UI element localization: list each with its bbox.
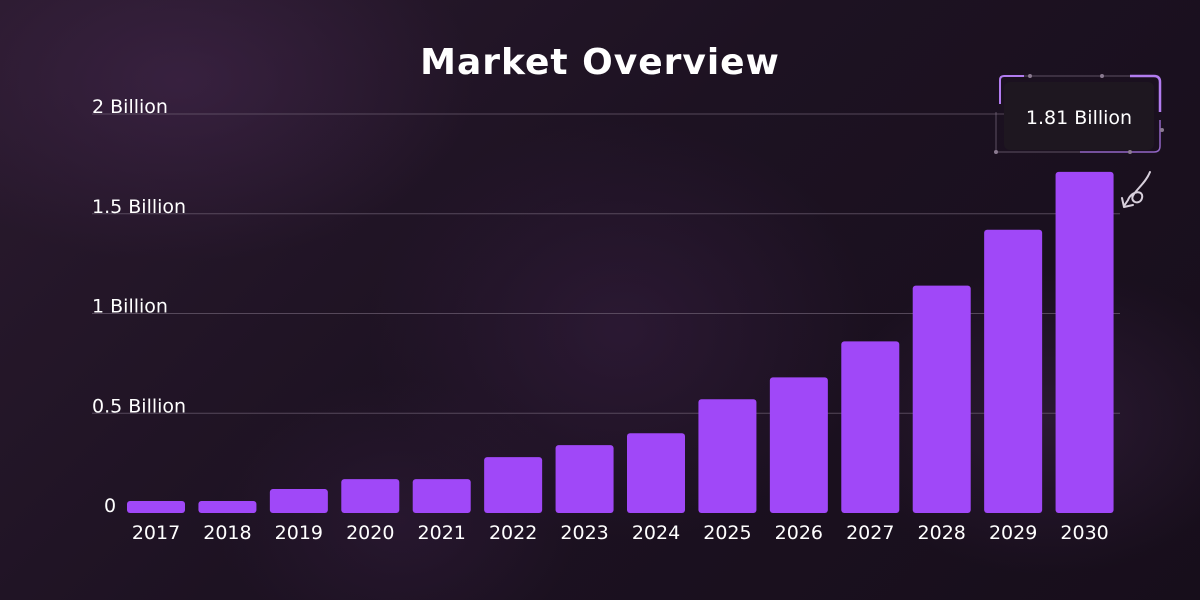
callout-corner-top-left	[999, 75, 1024, 104]
bars	[127, 171, 1114, 514]
bar-2022	[484, 457, 543, 513]
bar-2020	[341, 479, 400, 513]
bar-2026	[769, 377, 828, 513]
chart-title: Market Overview	[420, 42, 780, 83]
bar-2019	[269, 489, 328, 513]
x-tick-label: 2026	[775, 522, 823, 544]
bar-2023	[555, 445, 614, 513]
x-tick-label: 2018	[203, 522, 251, 544]
callout-box	[1004, 82, 1154, 150]
bar-2017	[127, 501, 185, 513]
x-tick-label: 2024	[632, 522, 680, 544]
callout-node	[994, 150, 998, 154]
bar-2024	[627, 433, 685, 513]
bar-2018	[198, 501, 257, 513]
callout-value: 1.81 Billion	[1026, 107, 1132, 129]
x-tick-label: 2023	[560, 522, 608, 544]
x-axis-tick-labels: 2017 2018 2019 2020 2021 2022 2023 2024 2025 2026…	[132, 522, 1109, 544]
y-tick-label: 0	[104, 495, 116, 517]
bar-2030	[1055, 171, 1114, 514]
callout-node	[1160, 128, 1164, 132]
bar-2027	[841, 341, 900, 513]
y-tick-label: 1.5 Billion	[92, 196, 186, 218]
x-tick-label: 2030	[1060, 522, 1108, 544]
x-tick-label: 2022	[489, 522, 537, 544]
callout-node	[1128, 150, 1132, 154]
callout-node	[1100, 74, 1104, 78]
callout-corner-bottom-right	[1080, 120, 1161, 153]
x-tick-label: 2020	[346, 522, 394, 544]
x-tick-label: 2019	[275, 522, 323, 544]
x-tick-label: 2025	[703, 522, 751, 544]
curly-arrow-icon	[1121, 171, 1151, 208]
y-tick-label: 0.5 Billion	[92, 395, 186, 417]
bar-2025	[698, 399, 757, 513]
x-tick-label: 2021	[418, 522, 466, 544]
callout-corner-top-right	[1130, 74, 1162, 112]
bar-2028	[912, 285, 971, 513]
bar-2021	[412, 479, 471, 513]
y-tick-label: 2 Billion	[92, 96, 168, 118]
x-tick-label: 2029	[989, 522, 1037, 544]
bar-2029	[984, 229, 1043, 513]
annotation-callout: 1.81 Billion	[994, 74, 1164, 154]
y-axis-tick-labels: 0 0.5 Billion 1 Billion 1.5 Billion 2 Billio…	[92, 96, 186, 517]
callout-node	[1028, 74, 1032, 78]
x-tick-label: 2027	[846, 522, 894, 544]
y-tick-label: 1 Billion	[92, 296, 168, 318]
x-tick-label: 2017	[132, 522, 180, 544]
x-tick-label: 2028	[918, 522, 966, 544]
